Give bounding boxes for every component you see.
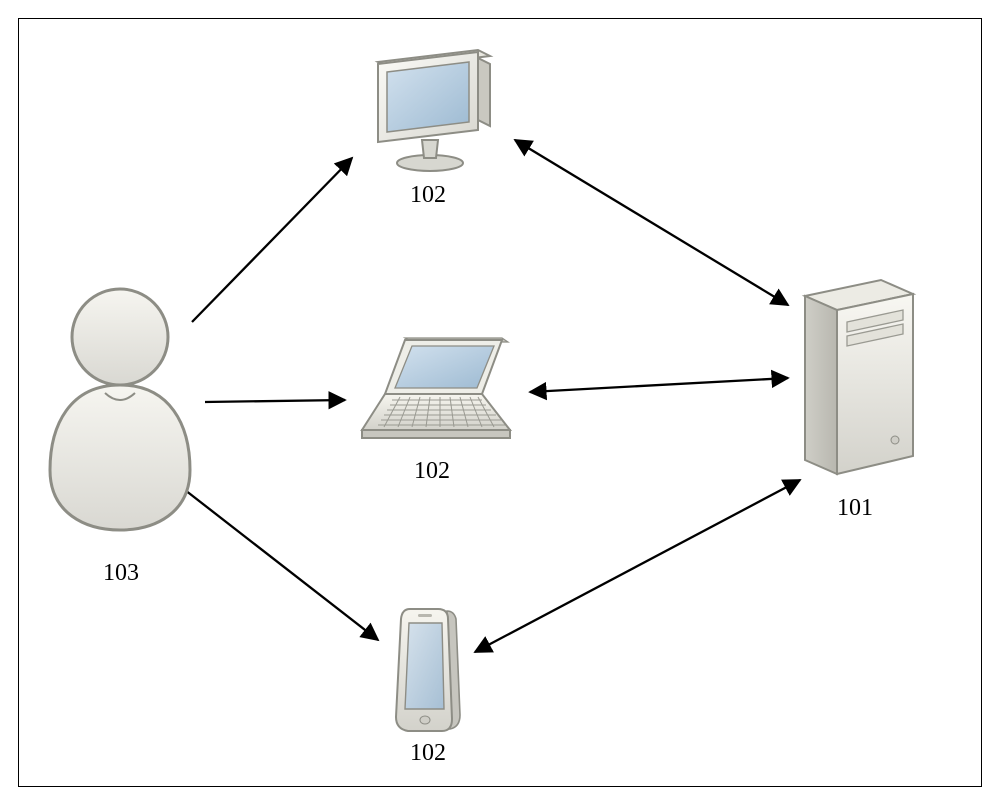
- laptop-icon: [350, 332, 520, 452]
- monitor-icon: [360, 40, 500, 175]
- phone-icon: [392, 605, 467, 735]
- monitor-label: 102: [410, 182, 446, 209]
- user-label: 103: [103, 560, 139, 587]
- diagram-stage: 103 102 102 102 101: [0, 0, 1000, 805]
- server-icon: [795, 270, 920, 485]
- laptop-label: 102: [414, 458, 450, 485]
- server-label: 101: [837, 495, 873, 522]
- user-icon: [40, 275, 200, 535]
- phone-label: 102: [410, 740, 446, 767]
